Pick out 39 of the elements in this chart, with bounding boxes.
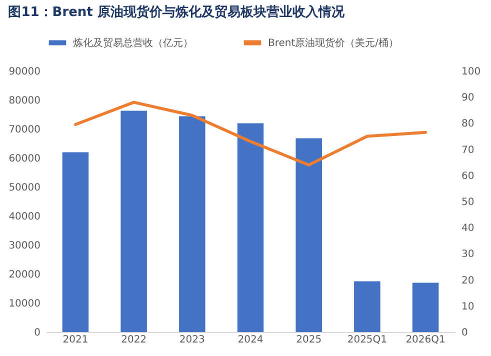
legend-label: Brent原油现货价（美元/桶） xyxy=(268,36,399,49)
x-tick-label: 2025 xyxy=(296,334,322,346)
y-tick-label: 30000 xyxy=(8,240,40,252)
y2-tick-label: 90 xyxy=(462,92,474,104)
y2-tick-label: 10 xyxy=(462,301,474,312)
x-tick-label: 2023 xyxy=(179,334,205,346)
y2-tick-label: 60 xyxy=(462,170,474,182)
x-tick-label: 2026Q1 xyxy=(406,334,446,346)
y2-tick-label: 70 xyxy=(462,144,474,156)
chart-title: 图11：Brent 原油现货价与炼化及贸易板块营业收入情况 xyxy=(8,4,346,20)
line-series xyxy=(74,100,428,166)
legend-label: 炼化及贸易总营收（亿元） xyxy=(73,36,193,49)
x-tick-label: 2025Q1 xyxy=(347,334,388,346)
y2-tick-label: 100 xyxy=(462,66,481,78)
y2-tick-label: 40 xyxy=(462,223,474,234)
x-tick-label: 2024 xyxy=(238,334,264,346)
y-tick-label: 60000 xyxy=(8,154,40,164)
y-tick-label: 20000 xyxy=(8,270,40,280)
y-tick-label: 50000 xyxy=(8,182,40,194)
bar xyxy=(237,123,264,332)
y-tick-label: 40000 xyxy=(8,212,40,222)
bar xyxy=(354,281,380,332)
y2-tick-label: 0 xyxy=(462,328,468,338)
y-tick-label: 0 xyxy=(34,328,40,338)
bar xyxy=(62,152,89,332)
bar xyxy=(120,110,147,332)
y-tick-label: 70000 xyxy=(8,124,40,136)
y-tick-label: 10000 xyxy=(8,298,40,310)
bar xyxy=(296,138,322,332)
y2-tick-label: 30 xyxy=(462,249,474,260)
bar xyxy=(179,116,206,332)
bar xyxy=(412,282,439,332)
x-tick-label: 2022 xyxy=(121,334,147,346)
y2-tick-label: 50 xyxy=(462,197,474,208)
y2-tick-label: 80 xyxy=(462,118,474,130)
y2-tick-label: 20 xyxy=(462,275,474,286)
x-tick-label: 2021 xyxy=(62,334,88,346)
y-tick-label: 90000 xyxy=(8,66,40,78)
y-tick-label: 80000 xyxy=(8,96,40,106)
